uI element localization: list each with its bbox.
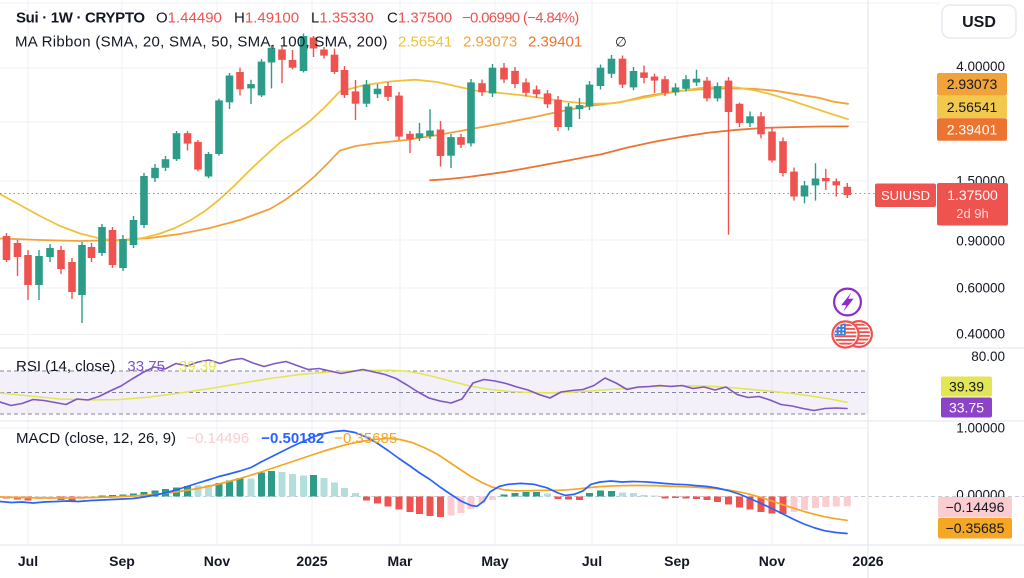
svg-text:2d 9h: 2d 9h: [956, 206, 989, 221]
svg-text:Sep: Sep: [109, 553, 135, 569]
svg-text:4.00000: 4.00000: [956, 59, 1005, 74]
svg-text:Mar: Mar: [388, 553, 413, 569]
svg-text:1.00000: 1.00000: [956, 421, 1005, 436]
svg-text:H1.49100: H1.49100: [234, 10, 299, 27]
svg-text:C1.37500: C1.37500: [387, 10, 452, 27]
svg-text:2.56541: 2.56541: [947, 99, 998, 115]
svg-text:∅: ∅: [615, 35, 627, 50]
svg-text:2.56541: 2.56541: [398, 34, 452, 51]
svg-text:2.93073: 2.93073: [463, 34, 517, 51]
svg-text:2.39401: 2.39401: [947, 121, 998, 137]
svg-text:Nov: Nov: [759, 553, 786, 569]
svg-text:80.00: 80.00: [971, 349, 1005, 364]
svg-text:−0.35685: −0.35685: [946, 520, 1005, 536]
svg-text:Jul: Jul: [582, 553, 602, 569]
svg-text:May: May: [481, 553, 508, 569]
svg-text:Nov: Nov: [204, 553, 231, 569]
svg-text:39.39: 39.39: [949, 378, 984, 394]
svg-text:MACD (close, 12, 26, 9) −0.144: MACD (close, 12, 26, 9) −0.14496 −0.50182…: [16, 430, 397, 447]
svg-text:SUIUSD: SUIUSD: [881, 188, 930, 203]
svg-text:MA Ribbon (SMA, 20, SMA, 50, S: MA Ribbon (SMA, 20, SMA, 50, SMA, 100, S…: [15, 34, 388, 51]
svg-text:2025: 2025: [296, 553, 327, 569]
svg-text:2.39401: 2.39401: [528, 34, 582, 51]
svg-text:−0.06990 (−4.84%): −0.06990 (−4.84%): [462, 10, 579, 27]
svg-text:USD: USD: [962, 14, 996, 31]
svg-text:2.93073: 2.93073: [947, 76, 998, 92]
svg-text:Jul: Jul: [18, 553, 38, 569]
svg-text:0.60000: 0.60000: [956, 281, 1005, 296]
svg-text:O1.44490: O1.44490: [156, 10, 222, 27]
svg-text:Sep: Sep: [664, 553, 690, 569]
svg-text:Sui · 1W · CRYPTO: Sui · 1W · CRYPTO: [16, 10, 145, 27]
svg-text:0.90000: 0.90000: [956, 234, 1005, 249]
svg-text:0.40000: 0.40000: [956, 327, 1005, 342]
svg-text:33.75: 33.75: [949, 399, 984, 415]
svg-text:L1.35330: L1.35330: [311, 10, 374, 27]
svg-text:−0.14496: −0.14496: [946, 499, 1005, 515]
svg-text:2026: 2026: [852, 553, 883, 569]
svg-text:1.37500: 1.37500: [947, 187, 998, 203]
